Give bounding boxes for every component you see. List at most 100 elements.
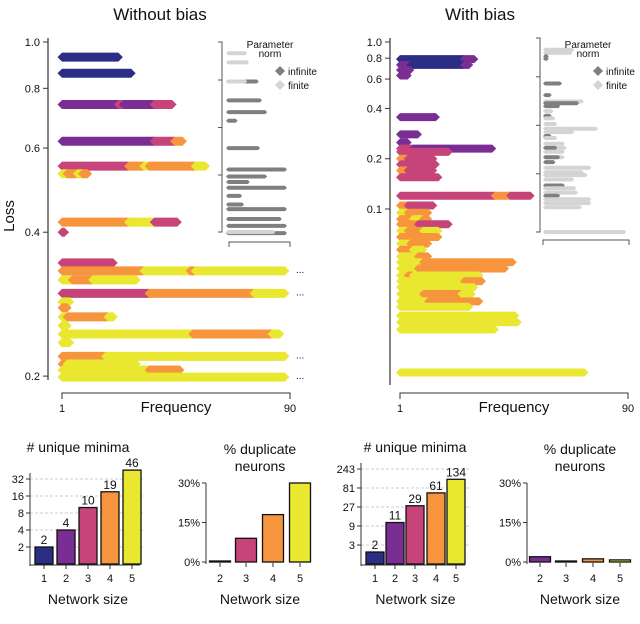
bar-chart-unique-minima: # unique minima 2 4 8 16 32 2 1 4 2 10 3 19 4 46 5Netwo… — [12, 439, 145, 607]
legend-label-finite: finite — [606, 81, 628, 92]
minima-row — [57, 365, 185, 375]
x-tick-label: 5 — [297, 573, 303, 585]
legend-label-infinite: infinite — [606, 67, 635, 78]
minima-segment — [57, 161, 134, 171]
minima-segment — [57, 52, 123, 62]
minima-segment — [413, 220, 453, 229]
minima-row — [396, 173, 443, 182]
minima-segment — [419, 258, 517, 267]
bar-value-label: 61 — [429, 479, 443, 493]
minima-segment — [396, 191, 499, 200]
minima-segment — [396, 283, 479, 292]
x-axis-label: Network size — [48, 591, 128, 607]
y-tick-label: 0.6 — [25, 143, 40, 155]
minima-row — [396, 208, 433, 217]
bar-size-4 — [261, 513, 285, 563]
minima-segment — [396, 289, 428, 298]
param-norm-bar-infinite — [226, 207, 287, 212]
param-norm-bar-infinite — [543, 160, 556, 165]
legend-diamond-infinite-icon — [593, 66, 603, 76]
minima-segment — [57, 100, 123, 110]
y-tick-label: 0% — [184, 557, 200, 569]
legend-title: norm — [577, 49, 600, 60]
minima-segment — [57, 288, 154, 298]
minima-segment — [396, 138, 412, 147]
minima-segment — [144, 288, 259, 298]
param-norm-bar-infinite — [543, 145, 558, 150]
x-tick-label: 3 — [85, 573, 91, 585]
minima-row — [396, 60, 474, 69]
minima-segment — [190, 161, 210, 171]
bar-size-4 — [100, 491, 120, 565]
bar-value-label: 134 — [446, 465, 466, 479]
minima-segment — [57, 365, 154, 375]
parameter-norm-inset — [218, 41, 291, 247]
param-norm-bar-infinite — [226, 174, 268, 179]
panel-title-with-bias: With bias — [445, 5, 515, 24]
minima-segment — [57, 303, 72, 313]
y-tick-label: 3 — [349, 540, 355, 552]
bar-value-label: 4 — [63, 516, 70, 530]
param-norm-bar-infinite — [226, 185, 287, 190]
y-tick-label: 8 — [18, 508, 24, 520]
minima-segment — [57, 258, 118, 268]
param-norm-bar-finite — [543, 141, 565, 146]
bar-size-3 — [78, 506, 98, 565]
minima-segment — [403, 201, 438, 210]
param-norm-bar-finite — [226, 79, 248, 84]
minima-segment — [77, 169, 93, 179]
x-axis-bracket — [399, 392, 629, 399]
minima-row — [396, 130, 422, 139]
param-norm-bar-finite — [226, 60, 250, 65]
param-norm-bar-finite — [543, 136, 558, 140]
param-norm-bar-finite — [543, 205, 582, 210]
bar-chart-unique-minima: # unique minima392781243211122936141345N… — [337, 439, 470, 607]
minima-row: ... — [57, 265, 304, 276]
minima-row — [396, 325, 499, 334]
y-tick-label: 16 — [12, 491, 24, 503]
minima-row — [396, 318, 522, 327]
minima-row — [396, 264, 510, 273]
minima-segment — [149, 100, 177, 110]
bar-value-label: 46 — [125, 456, 139, 470]
bar-chart-title: # unique minima — [27, 439, 130, 455]
bar-size-2 — [208, 560, 232, 563]
x-tick-label: 1 — [372, 573, 378, 585]
minima-row — [396, 289, 476, 298]
minima-row — [57, 52, 123, 62]
y-tick-label: 4 — [18, 525, 24, 537]
minima-segment — [57, 329, 198, 339]
minima-segment — [267, 329, 285, 339]
param-norm-bar-finite — [543, 165, 592, 170]
minima-segment — [396, 160, 440, 169]
minima-row — [57, 68, 136, 78]
minima-row — [396, 283, 479, 292]
legend-title: Parameter — [565, 40, 612, 51]
bar-size-1 — [34, 546, 54, 565]
y-tick-label: 9 — [349, 521, 355, 533]
minima-segment — [419, 226, 443, 235]
x-tick-label: 5 — [617, 573, 623, 585]
param-norm-bar-finite — [543, 190, 579, 195]
minima-row — [396, 113, 440, 122]
y-tick-label: 32 — [12, 474, 24, 486]
minima-segment — [190, 266, 290, 276]
x-tick-label: 1 — [41, 573, 47, 585]
continuation-dots: ... — [296, 371, 304, 382]
param-norm-bar-finite — [543, 177, 575, 182]
minima-row — [57, 312, 118, 322]
minima-segment — [101, 351, 290, 361]
minima-row — [57, 136, 187, 146]
continuation-dots: ... — [296, 265, 304, 276]
x-axis-label: Network size — [375, 591, 455, 607]
minima-segment — [57, 227, 70, 237]
minima-segment — [403, 208, 433, 217]
minima-segment — [57, 321, 72, 331]
param-norm-bar-infinite — [543, 193, 561, 198]
minima-segment — [144, 365, 185, 375]
y-tick-label: 30% — [499, 478, 521, 490]
minima-row — [57, 275, 141, 285]
minima-segment — [149, 136, 180, 146]
